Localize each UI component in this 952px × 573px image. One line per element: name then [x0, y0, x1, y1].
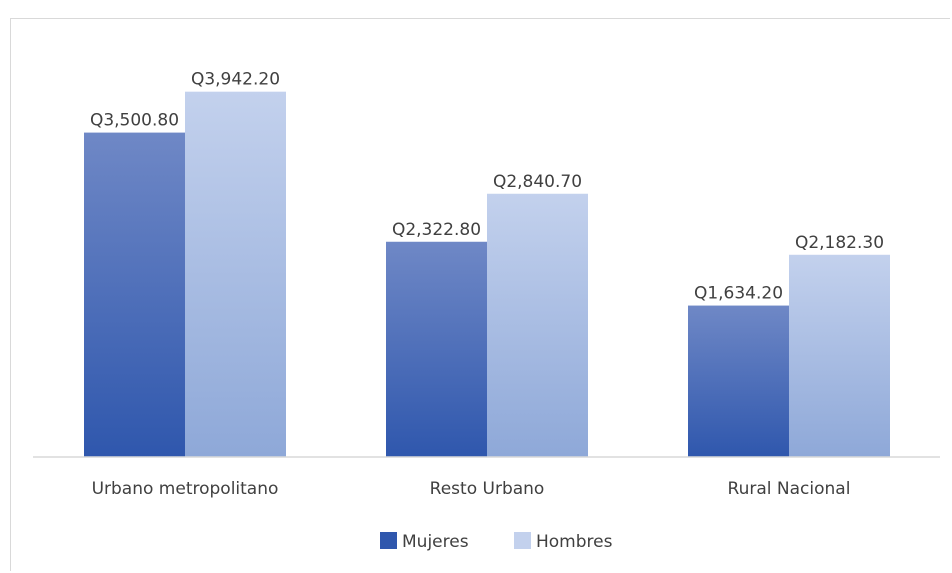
- bars-layer: [84, 91, 890, 458]
- bar-mujeres-1: [386, 241, 487, 457]
- bar-mujeres-2: [688, 305, 789, 457]
- category-label-1: Resto Urbano: [430, 479, 545, 499]
- labels-layer: Q3,500.80 Q3,942.20 Urbano metropolitano Q2…: [90, 70, 884, 499]
- category-label-2: Rural Nacional: [728, 479, 851, 499]
- data-label-mujeres-0: Q3,500.80: [90, 111, 179, 131]
- bar-hombres-2: [789, 254, 890, 457]
- legend-swatch-hombres: [514, 532, 531, 549]
- bar-hombres-1: [487, 193, 588, 458]
- bar-mujeres-0: [84, 132, 185, 457]
- legend-swatch-mujeres: [380, 532, 397, 549]
- data-label-hombres-1: Q2,840.70: [493, 172, 582, 192]
- data-label-mujeres-1: Q2,322.80: [392, 220, 481, 240]
- data-label-mujeres-2: Q1,634.20: [694, 284, 783, 304]
- legend-label-mujeres: Mujeres: [402, 532, 469, 552]
- bar-hombres-0: [185, 91, 286, 458]
- legend: Mujeres Hombres: [380, 532, 613, 552]
- data-label-hombres-2: Q2,182.30: [795, 233, 884, 253]
- category-label-0: Urbano metropolitano: [92, 479, 279, 499]
- legend-label-hombres: Hombres: [536, 532, 613, 552]
- data-label-hombres-0: Q3,942.20: [191, 70, 280, 90]
